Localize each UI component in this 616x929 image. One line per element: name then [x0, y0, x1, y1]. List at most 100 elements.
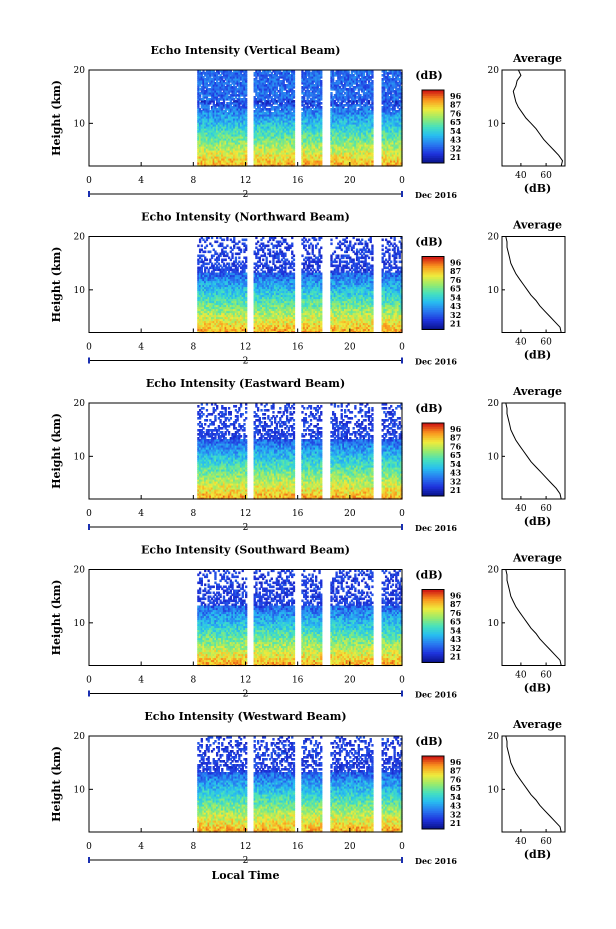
colorbar-unit: (dB): [415, 69, 442, 82]
day-label: 2: [243, 190, 249, 200]
y-tick-label: 10: [74, 619, 86, 629]
panel-2: Echo Intensity (Northward Beam)2010Heigh…: [50, 211, 565, 367]
avg-x-tick-label: 60: [540, 671, 552, 681]
colorbar-tick-label: 21: [450, 152, 461, 162]
panel-title: Echo Intensity (Southward Beam): [141, 544, 350, 557]
y-tick-label: 20: [74, 66, 86, 76]
x-tick-label: 4: [138, 842, 144, 852]
x-tick-label: 20: [344, 842, 356, 852]
y-tick-label: 20: [74, 399, 86, 409]
x-tick-label: 8: [190, 676, 196, 686]
panel-1: Echo Intensity (Vertical Beam)2010Height…: [50, 44, 565, 200]
x-tick-label: 8: [190, 509, 196, 519]
panel-title: Echo Intensity (Westward Beam): [144, 710, 346, 723]
y-tick-label: 20: [74, 566, 86, 576]
x-tick-label: 0: [86, 509, 92, 519]
colorbar-unit: (dB): [415, 569, 442, 582]
avg-x-tick-label: 40: [515, 671, 527, 681]
colorbar-tick-label: 21: [450, 485, 461, 495]
day-label: 2: [243, 856, 249, 866]
colorbar: [422, 90, 444, 164]
avg-y-tick-label: 10: [488, 785, 500, 795]
echo-intensity-figure: Echo Intensity (Vertical Beam)2010Height…: [0, 0, 616, 929]
x-tick-label: 0: [399, 176, 405, 186]
x-tick-label: 4: [138, 343, 144, 353]
x-tick-label: 0: [86, 343, 92, 353]
colorbar: [422, 590, 444, 664]
colorbar-unit: (dB): [415, 236, 442, 249]
x-tick-label: 8: [190, 343, 196, 353]
x-tick-label: 0: [399, 842, 405, 852]
panel-title: Echo Intensity (Vertical Beam): [150, 44, 340, 57]
avg-x-axis-label: (dB): [524, 515, 551, 528]
panel-title: Echo Intensity (Northward Beam): [141, 211, 350, 224]
panel-title: Echo Intensity (Eastward Beam): [146, 377, 345, 390]
x-tick-label: 0: [86, 676, 92, 686]
panel-3: Echo Intensity (Eastward Beam)2010Height…: [50, 377, 565, 533]
y-axis-label: Height (km): [50, 80, 63, 156]
colorbar-unit: (dB): [415, 402, 442, 415]
avg-y-tick-label: 20: [488, 399, 500, 409]
average-profile-line: [506, 237, 561, 333]
x-tick-label: 12: [240, 176, 251, 186]
average-title: Average: [512, 552, 562, 565]
x-tick-label: 12: [240, 676, 251, 686]
date-label: Dec 2016: [415, 856, 457, 866]
avg-x-axis-label: (dB): [524, 682, 551, 695]
x-tick-label: 16: [292, 343, 304, 353]
avg-x-tick-label: 40: [515, 338, 527, 348]
colorbar: [422, 423, 444, 497]
avg-x-tick-label: 40: [515, 171, 527, 181]
y-tick-label: 10: [74, 119, 86, 129]
heatmap-cells: [197, 70, 402, 167]
y-tick-label: 10: [74, 785, 86, 795]
x-tick-label: 16: [292, 676, 304, 686]
x-tick-label: 20: [344, 176, 356, 186]
avg-x-axis-label: (dB): [524, 182, 551, 195]
day-label: 2: [243, 523, 249, 533]
x-tick-label: 12: [240, 509, 251, 519]
average-frame: [502, 403, 565, 499]
colorbar: [422, 756, 444, 830]
heatmap-cells: [197, 237, 402, 334]
y-axis-label: Height (km): [50, 580, 63, 656]
x-tick-label: 16: [292, 842, 304, 852]
day-label: 2: [243, 357, 249, 367]
date-label: Dec 2016: [415, 523, 457, 533]
avg-y-tick-label: 10: [488, 619, 500, 629]
average-profile-line: [506, 736, 561, 832]
y-axis-label: Height (km): [50, 247, 63, 323]
x-tick-label: 16: [292, 176, 304, 186]
y-axis-label: Height (km): [50, 413, 63, 489]
avg-x-tick-label: 60: [540, 338, 552, 348]
x-tick-label: 0: [399, 509, 405, 519]
x-tick-label: 0: [399, 676, 405, 686]
avg-x-tick-label: 60: [540, 837, 552, 847]
avg-x-axis-label: (dB): [524, 349, 551, 362]
x-tick-label: 20: [344, 676, 356, 686]
x-tick-label: 20: [344, 343, 356, 353]
colorbar-unit: (dB): [415, 735, 442, 748]
avg-x-tick-label: 40: [515, 837, 527, 847]
avg-y-tick-label: 20: [488, 566, 500, 576]
x-tick-label: 4: [138, 176, 144, 186]
average-title: Average: [512, 718, 562, 731]
average-title: Average: [512, 52, 562, 65]
average-frame: [502, 237, 565, 333]
x-tick-label: 20: [344, 509, 356, 519]
avg-x-tick-label: 60: [540, 504, 552, 514]
heatmap-cells: [197, 570, 402, 667]
average-title: Average: [512, 385, 562, 398]
colorbar-tick-label: 21: [450, 818, 461, 828]
avg-y-tick-label: 20: [488, 233, 500, 243]
x-tick-label: 0: [86, 842, 92, 852]
avg-y-tick-label: 10: [488, 452, 500, 462]
y-tick-label: 20: [74, 732, 86, 742]
avg-y-tick-label: 20: [488, 66, 500, 76]
average-frame: [502, 736, 565, 832]
colorbar-tick-label: 21: [450, 319, 461, 329]
avg-y-tick-label: 10: [488, 119, 500, 129]
x-tick-label: 12: [240, 343, 251, 353]
avg-x-axis-label: (dB): [524, 848, 551, 861]
average-profile-line: [513, 70, 562, 166]
